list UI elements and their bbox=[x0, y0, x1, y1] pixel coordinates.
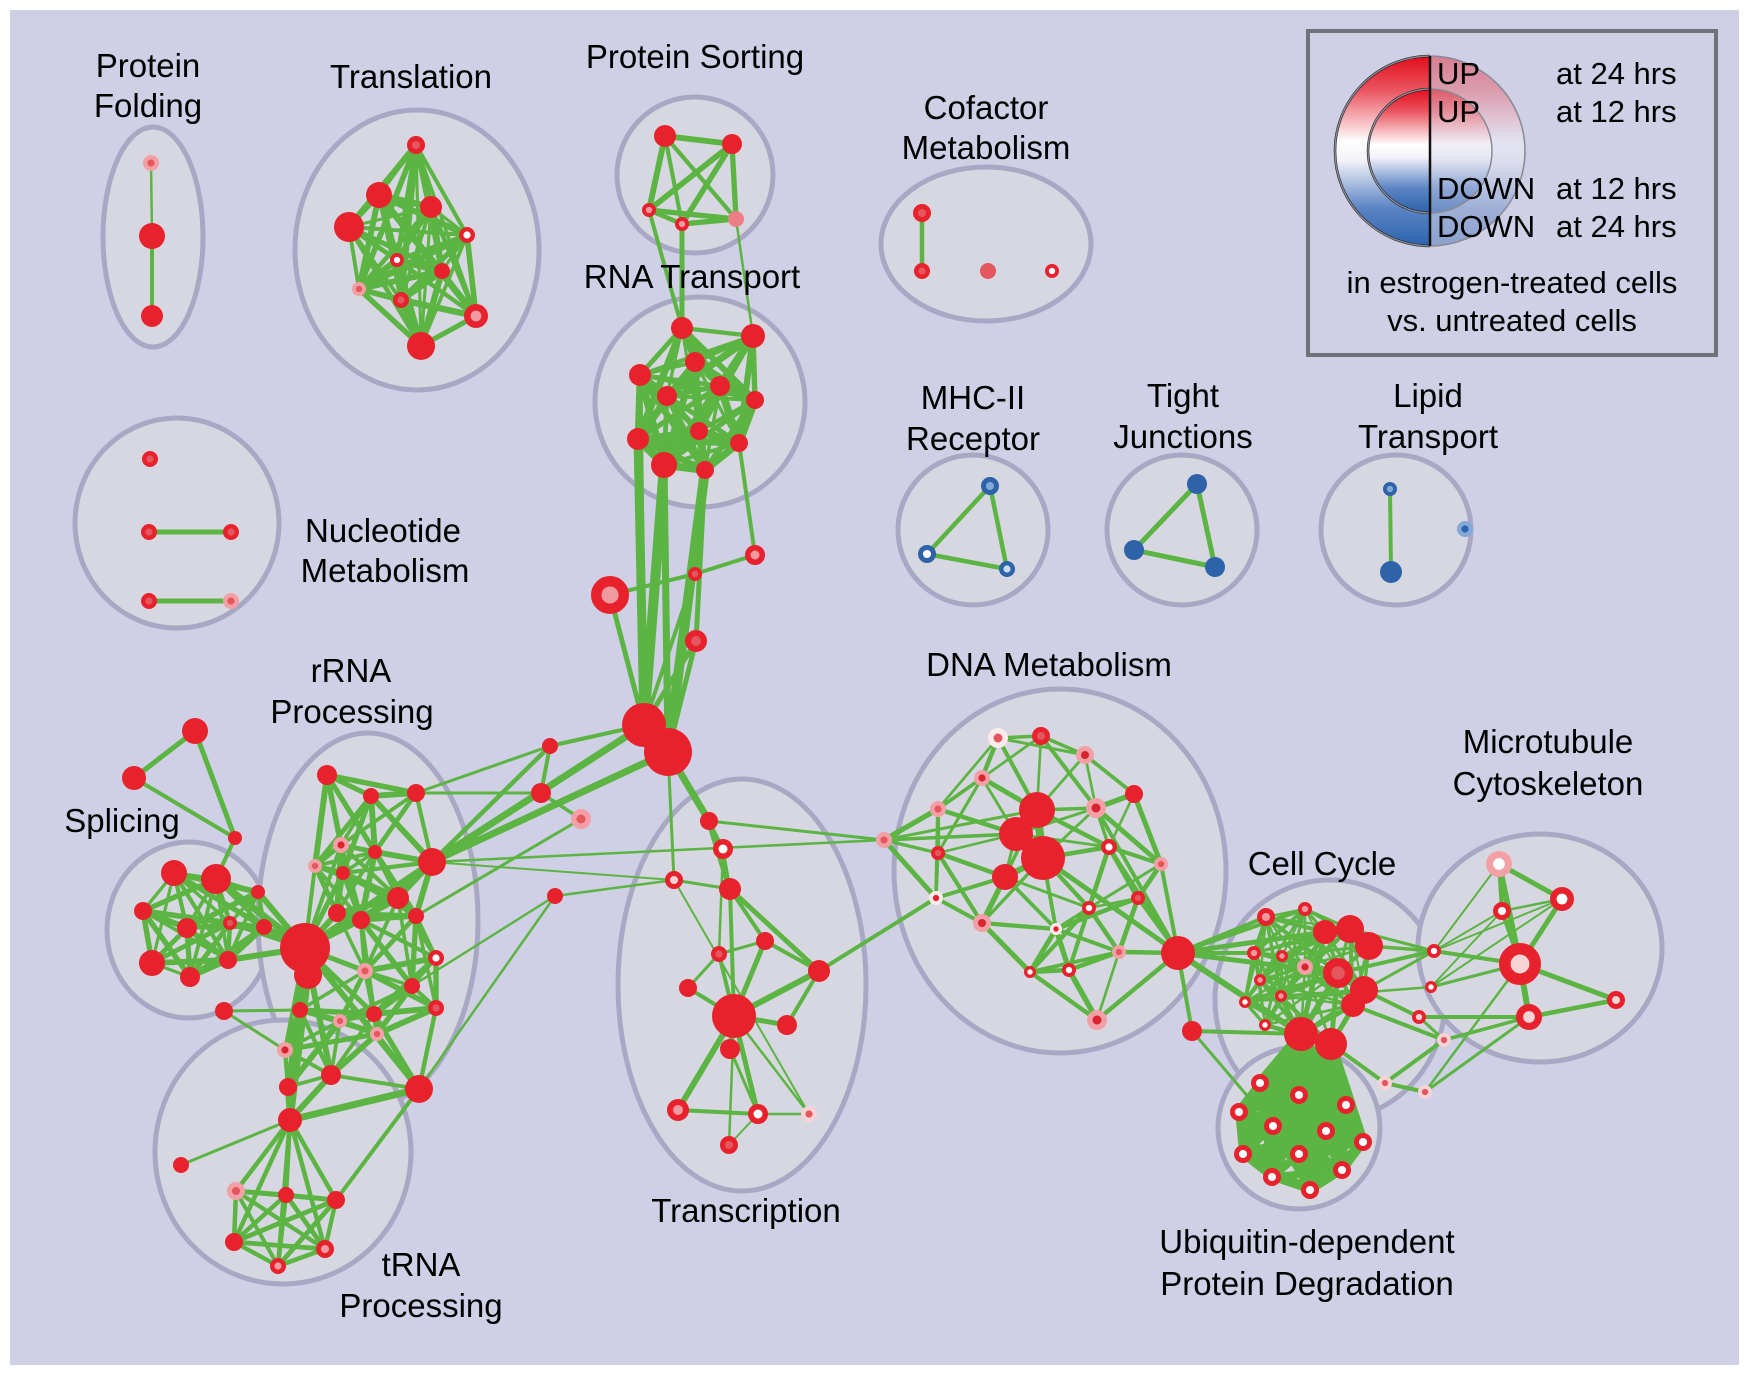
svg-text:Cell Cycle: Cell Cycle bbox=[1248, 845, 1397, 882]
svg-text:Protein Sorting: Protein Sorting bbox=[586, 38, 804, 75]
svg-text:MHC-II: MHC-II bbox=[921, 379, 1025, 416]
svg-text:at 24 hrs: at 24 hrs bbox=[1556, 56, 1677, 91]
svg-text:at 12 hrs: at 12 hrs bbox=[1556, 94, 1677, 129]
svg-text:Metabolism: Metabolism bbox=[301, 552, 470, 589]
svg-text:Protein: Protein bbox=[96, 47, 201, 84]
svg-text:Microtubule: Microtubule bbox=[1463, 723, 1634, 760]
svg-text:Folding: Folding bbox=[94, 87, 202, 124]
svg-text:Cofactor: Cofactor bbox=[924, 89, 1049, 126]
svg-text:DOWN: DOWN bbox=[1437, 209, 1535, 244]
svg-text:DNA Metabolism: DNA Metabolism bbox=[926, 646, 1172, 683]
svg-text:Nucleotide: Nucleotide bbox=[305, 512, 461, 549]
svg-text:in estrogen-treated cells: in estrogen-treated cells bbox=[1347, 265, 1678, 300]
svg-text:Transport: Transport bbox=[1358, 418, 1498, 455]
svg-text:DOWN: DOWN bbox=[1437, 171, 1535, 206]
svg-text:Ubiquitin-dependent: Ubiquitin-dependent bbox=[1159, 1223, 1454, 1260]
svg-text:Protein Degradation: Protein Degradation bbox=[1160, 1265, 1454, 1302]
svg-text:Splicing: Splicing bbox=[64, 802, 180, 839]
svg-text:Receptor: Receptor bbox=[906, 420, 1040, 457]
svg-text:Translation: Translation bbox=[330, 58, 492, 95]
svg-text:rRNA: rRNA bbox=[311, 652, 392, 689]
svg-text:Metabolism: Metabolism bbox=[902, 129, 1071, 166]
svg-text:at 12 hrs: at 12 hrs bbox=[1556, 171, 1677, 206]
svg-text:Processing: Processing bbox=[339, 1287, 502, 1324]
svg-text:tRNA: tRNA bbox=[382, 1246, 461, 1283]
svg-text:UP: UP bbox=[1437, 94, 1480, 129]
svg-text:vs. untreated cells: vs. untreated cells bbox=[1387, 303, 1637, 338]
svg-text:Processing: Processing bbox=[270, 693, 433, 730]
svg-text:Tight: Tight bbox=[1147, 377, 1219, 414]
svg-text:UP: UP bbox=[1437, 56, 1480, 91]
svg-text:at 24 hrs: at 24 hrs bbox=[1556, 209, 1677, 244]
svg-text:RNA Transport: RNA Transport bbox=[584, 258, 800, 295]
svg-text:Transcription: Transcription bbox=[651, 1192, 841, 1229]
svg-text:Lipid: Lipid bbox=[1393, 377, 1463, 414]
svg-text:Cytoskeleton: Cytoskeleton bbox=[1453, 765, 1644, 802]
svg-text:Junctions: Junctions bbox=[1113, 418, 1252, 455]
